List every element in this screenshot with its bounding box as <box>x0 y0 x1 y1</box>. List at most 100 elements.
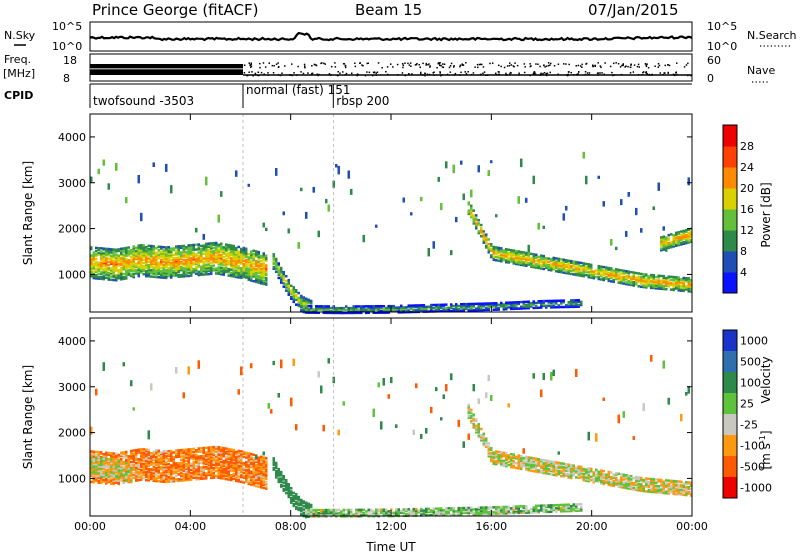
heatmap-cell <box>240 273 243 276</box>
nave-mark <box>658 64 661 67</box>
heatmap-cell <box>572 304 575 307</box>
heatmap-cell <box>95 262 98 266</box>
heatmap-cell <box>115 279 118 282</box>
heatmap-cell <box>97 269 100 272</box>
heatmap-cell <box>445 303 448 306</box>
heatmap-cell <box>207 255 210 258</box>
heatmap-cell <box>210 266 213 269</box>
heatmap-cell <box>597 269 600 273</box>
heatmap-cell <box>500 507 503 510</box>
heatmap-cell <box>177 449 180 452</box>
heatmap-cell <box>195 269 198 272</box>
scatter-echo <box>610 239 613 246</box>
heatmap-cell <box>185 451 188 455</box>
heatmap-cell <box>220 247 223 250</box>
heatmap-cell <box>207 266 210 269</box>
heatmap-cell <box>467 410 470 413</box>
heatmap-cell <box>227 467 230 470</box>
heatmap-cell <box>540 304 543 308</box>
heatmap-cell <box>495 456 498 460</box>
nave-mark <box>577 73 579 75</box>
heatmap-cell <box>482 442 485 445</box>
heatmap-cell <box>365 311 368 315</box>
heatmap-cell <box>487 507 490 511</box>
heatmap-cell <box>192 462 195 465</box>
heatmap-cell <box>152 267 155 270</box>
heatmap-cell <box>472 302 475 306</box>
heatmap-cell <box>272 254 275 258</box>
nave-mark <box>339 72 341 74</box>
heatmap-cell <box>327 311 330 315</box>
heatmap-cell <box>167 467 170 471</box>
heatmap-cell <box>577 261 580 264</box>
heatmap-cell <box>602 270 605 274</box>
heatmap-cell <box>117 481 120 484</box>
nave-mark <box>645 65 648 67</box>
heatmap-cell <box>555 299 558 302</box>
heatmap-cell <box>195 473 198 476</box>
heatmap-cell <box>655 282 658 285</box>
heatmap-cell <box>187 261 190 265</box>
scatter-echo <box>147 430 150 440</box>
heatmap-cell <box>115 263 118 266</box>
heatmap-cell <box>627 276 630 280</box>
heatmap-cell <box>215 476 218 479</box>
heatmap-cell <box>152 458 155 462</box>
heatmap-cell <box>187 266 190 270</box>
heatmap-cell <box>540 264 543 267</box>
heatmap-cell <box>220 245 223 249</box>
heatmap-cell <box>337 311 340 315</box>
heatmap-cell <box>225 269 228 272</box>
heatmap-cell <box>130 463 133 466</box>
heatmap-cell <box>470 209 473 212</box>
heatmap-cell <box>162 266 165 270</box>
heatmap-cell <box>477 230 480 233</box>
heatmap-cell <box>197 254 200 257</box>
nave-mark <box>549 71 551 74</box>
heatmap-cell <box>220 448 223 451</box>
nave-mark <box>311 72 314 75</box>
heatmap-cell <box>545 304 548 308</box>
heatmap-cell <box>385 510 388 513</box>
heatmap-cell <box>185 266 188 270</box>
heatmap-cell <box>482 241 485 244</box>
heatmap-cell <box>235 248 238 251</box>
heatmap-cell <box>382 513 385 516</box>
scatter-echo <box>415 383 418 389</box>
heatmap-cell <box>670 278 673 282</box>
heatmap-cell <box>95 464 98 468</box>
heatmap-cell <box>527 253 530 257</box>
heatmap-cell <box>260 466 263 470</box>
heatmap-cell <box>355 308 358 311</box>
heatmap-cell <box>367 308 370 311</box>
heatmap-cell <box>197 260 200 264</box>
heatmap-cell <box>227 454 230 457</box>
heatmap-cell <box>495 306 498 310</box>
heatmap-cell <box>127 455 130 458</box>
heatmap-cell <box>187 475 190 478</box>
heatmap-cell <box>300 302 303 306</box>
heatmap-cell <box>470 506 473 510</box>
heatmap-cell <box>215 256 218 259</box>
heatmap-cell <box>617 270 620 273</box>
heatmap-cell <box>177 465 180 468</box>
heatmap-cell <box>435 310 438 313</box>
heatmap-cell <box>207 446 210 449</box>
heatmap-cell <box>130 261 133 265</box>
heatmap-cell <box>232 260 235 264</box>
heatmap-cell <box>450 508 453 512</box>
heatmap-cell <box>685 238 688 242</box>
heatmap-cell <box>570 272 573 276</box>
heatmap-cell <box>682 237 685 241</box>
heatmap-cell <box>250 480 253 483</box>
heatmap-cell <box>495 249 498 252</box>
heatmap-cell <box>682 234 685 237</box>
heatmap-cell <box>592 275 595 278</box>
heatmap-cell <box>240 474 243 477</box>
heatmap-cell <box>242 274 245 277</box>
heatmap-cell <box>120 262 123 265</box>
heatmap-cell <box>125 251 128 254</box>
heatmap-cell <box>232 246 235 249</box>
heatmap-cell <box>210 251 213 255</box>
heatmap-cell <box>170 273 173 276</box>
